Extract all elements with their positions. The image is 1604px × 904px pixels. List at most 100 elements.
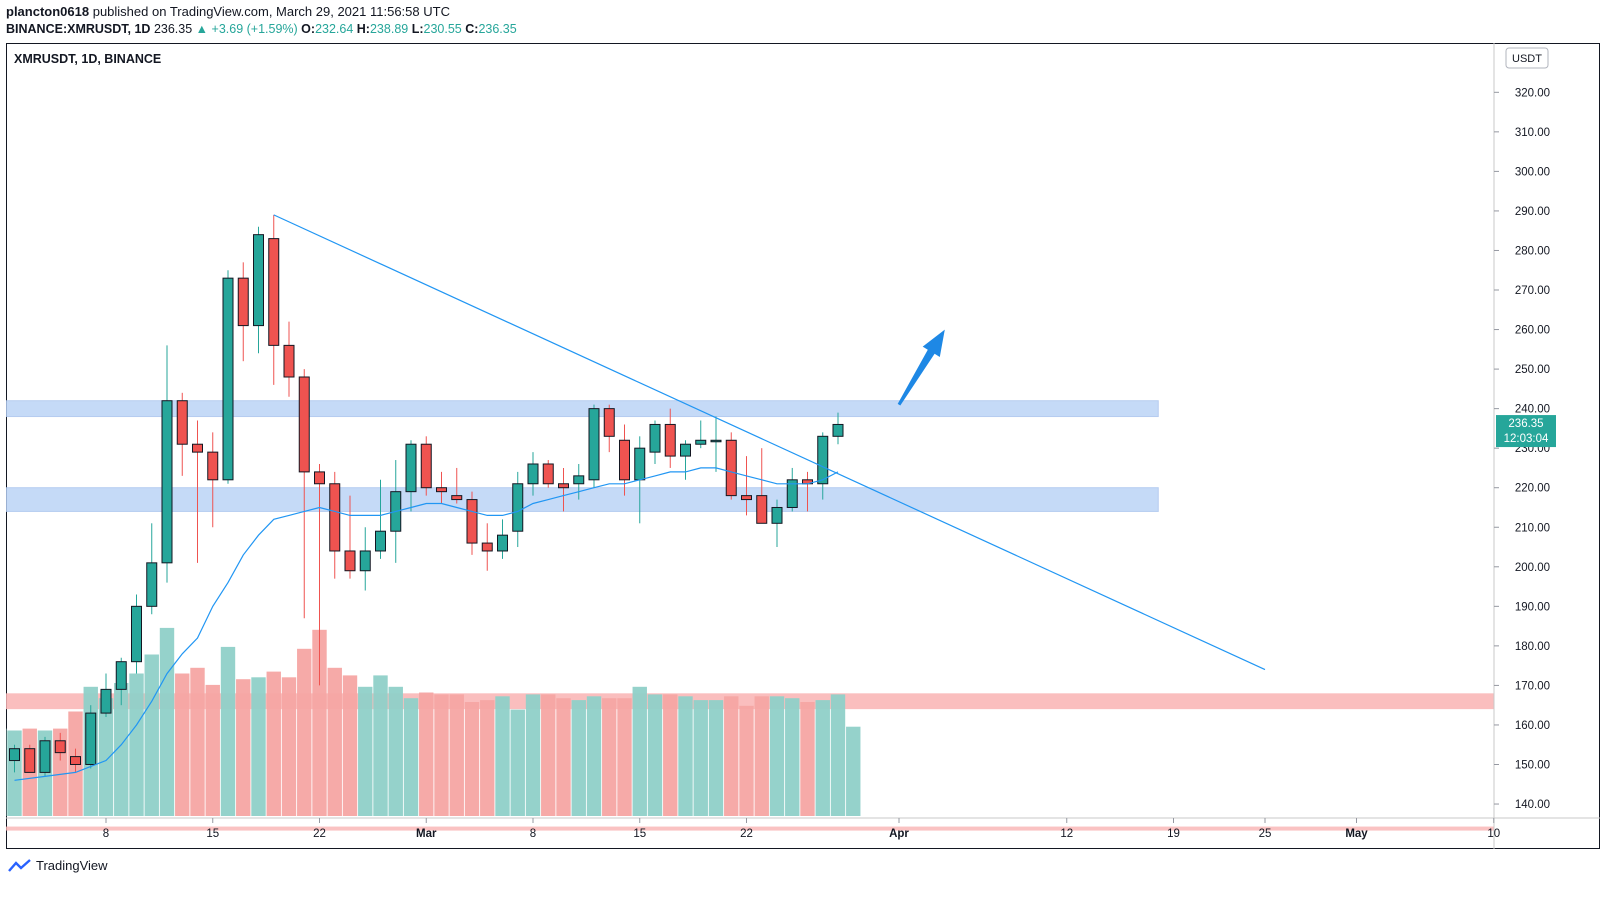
volume-bar xyxy=(114,683,129,816)
x-tick-label: Mar xyxy=(416,828,437,840)
low-label: L: xyxy=(411,22,424,36)
volume-bar xyxy=(220,646,236,816)
x-tick-label: 8 xyxy=(103,828,109,840)
volume-bar xyxy=(312,629,327,816)
candle-body xyxy=(54,740,66,754)
volume-bar xyxy=(785,698,800,816)
candle xyxy=(192,420,203,563)
y-tick-label: 180.00 xyxy=(1515,641,1550,653)
x-tick-label: 25 xyxy=(1259,828,1272,840)
volume-bar xyxy=(617,698,632,816)
volume-bar xyxy=(342,675,358,816)
y-tick-label: 170.00 xyxy=(1515,680,1550,692)
x-tick-label: 12 xyxy=(1060,828,1073,840)
volume-bar xyxy=(251,677,266,816)
volume-bar xyxy=(586,696,602,816)
y-tick-label: 300.00 xyxy=(1515,166,1550,178)
candle-body xyxy=(451,495,463,501)
candle-body xyxy=(756,495,768,524)
zone-resistance-238[interactable] xyxy=(6,400,1159,418)
candle-body xyxy=(664,423,676,457)
candle-body xyxy=(634,447,646,481)
candle xyxy=(298,369,310,619)
candle xyxy=(100,673,112,718)
candle xyxy=(664,408,676,468)
volume-bar xyxy=(602,698,617,816)
countdown-label: 12:03:04 xyxy=(1504,433,1549,445)
candle xyxy=(680,440,691,480)
volume-bar xyxy=(739,705,754,816)
candle-body xyxy=(619,439,630,481)
candle xyxy=(695,420,707,449)
candle-body xyxy=(283,344,295,378)
volume-bar xyxy=(678,696,693,816)
change-value: +3.69 (+1.59%) xyxy=(211,22,298,36)
candle-body xyxy=(420,443,432,489)
volume-bar xyxy=(830,694,846,816)
volume-bar xyxy=(175,673,190,816)
candle-body xyxy=(832,423,844,437)
candle-body xyxy=(558,483,569,489)
last-price-tag: 236.35 12:03:04 xyxy=(1496,415,1556,448)
last-price: 236.35 xyxy=(153,22,193,36)
volume-bar xyxy=(663,694,678,816)
candle xyxy=(39,736,51,777)
volume-bar xyxy=(98,698,114,816)
x-tick-label: 22 xyxy=(740,828,753,840)
bullish-arrow[interactable] xyxy=(897,329,945,406)
volume-bar xyxy=(205,684,220,816)
candle xyxy=(786,467,798,512)
candle-body xyxy=(70,756,81,765)
volume-bar xyxy=(373,675,388,816)
candle xyxy=(497,519,508,559)
candle-body xyxy=(588,408,600,481)
candle xyxy=(344,495,356,579)
volume-bar xyxy=(693,700,708,816)
volume-bar xyxy=(495,696,510,816)
volume-bar xyxy=(388,686,403,816)
volume-bar xyxy=(769,696,785,816)
volume-bar xyxy=(419,692,434,816)
x-tick-label: Apr xyxy=(889,828,909,840)
candle xyxy=(542,460,554,488)
volume-bar xyxy=(846,726,861,816)
trendline[interactable] xyxy=(273,214,1266,671)
candle-body xyxy=(512,483,524,532)
x-tick-label: 19 xyxy=(1167,828,1180,840)
volume-bar xyxy=(403,698,419,816)
brand-footer[interactable]: TradingView xyxy=(8,858,108,873)
candle xyxy=(70,748,81,773)
candle xyxy=(146,523,158,615)
price-chart[interactable]: 140.00 150.00 160.00 170.00 180.00 190.00 200.… xyxy=(6,43,1600,849)
y-tick-label: 210.00 xyxy=(1515,522,1550,534)
candle-body xyxy=(237,277,249,327)
volume-bar xyxy=(647,694,663,816)
zone-support-214[interactable] xyxy=(6,487,1159,512)
up-arrow-icon: ▲ xyxy=(195,22,209,36)
chart-frame xyxy=(6,43,1600,849)
candle-body xyxy=(481,542,493,552)
candle xyxy=(115,657,127,706)
candle xyxy=(558,467,569,512)
low-value: 230.55 xyxy=(423,22,462,36)
candle-body xyxy=(222,277,234,481)
volume-bar xyxy=(525,694,541,816)
volume-bar xyxy=(556,698,571,816)
candle xyxy=(573,463,585,500)
candle-body xyxy=(192,443,203,453)
candle-body xyxy=(329,483,341,552)
open-value: 232.64 xyxy=(315,22,354,36)
volume-bar xyxy=(632,686,647,816)
volume-bar xyxy=(571,700,586,816)
candle-body xyxy=(527,463,539,485)
y-tick-label: 250.00 xyxy=(1515,364,1550,376)
candle-body xyxy=(725,439,737,497)
candle-body xyxy=(497,534,508,552)
volume-bar xyxy=(7,730,22,816)
volume-bar xyxy=(281,677,297,816)
candle xyxy=(588,404,600,488)
author-name[interactable]: plancton0618 xyxy=(6,4,90,19)
candle-body xyxy=(741,495,752,501)
currency-button[interactable]: USDT xyxy=(1505,47,1549,69)
volume-bar xyxy=(800,702,815,816)
